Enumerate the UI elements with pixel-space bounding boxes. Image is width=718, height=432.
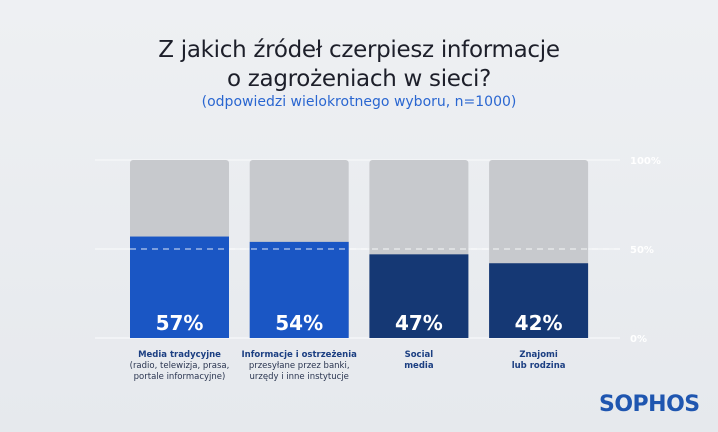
category-title: Znajomi [519,350,558,360]
category-label: Media tradycyjne (radio, telewizja, prasa… [110,350,250,383]
y-tick-label: 100% [630,156,661,167]
y-tick-label: 0% [630,334,647,345]
bar [489,263,589,338]
title-line-2: o zagrożeniach w sieci? [227,66,491,92]
title-line-1: Z jakich źródeł czerpiesz informacje [158,37,560,63]
category-title: Informacje i ostrzeżenia [241,350,357,360]
category-title: Social [404,350,434,360]
bar-value-label: 47% [395,311,443,335]
category-detail: lub rodzina [511,361,566,371]
category-detail: urzędy i inne instytucje [249,372,349,382]
chart-subtitle: (odpowiedzi wielokrotnego wyboru, n=1000… [201,94,517,110]
category-title: Media tradycyjne [138,350,221,360]
bar-value-label: 54% [275,311,323,335]
category-label: Social media [349,350,489,372]
sophos-logo: SOPHOS [599,392,700,417]
bar [369,254,469,338]
y-tick-label: 50% [630,245,654,256]
chart-title: Z jakich źródeł czerpiesz informacje o z… [0,36,718,94]
bar-value-label: 57% [156,311,204,335]
bar-value-label: 42% [515,311,563,335]
category-detail: (radio, telewizja, prasa, [129,361,230,371]
category-label: Informacje i ostrzeżenia przesyłane przez… [229,350,369,383]
bar [249,241,349,338]
category-detail: portale informacyjne) [133,372,226,382]
bar [130,236,229,338]
category-detail: media [404,361,434,371]
category-label: Znajomi lub rodzina [469,350,609,372]
category-detail: przesyłane przez banki, [248,361,350,371]
